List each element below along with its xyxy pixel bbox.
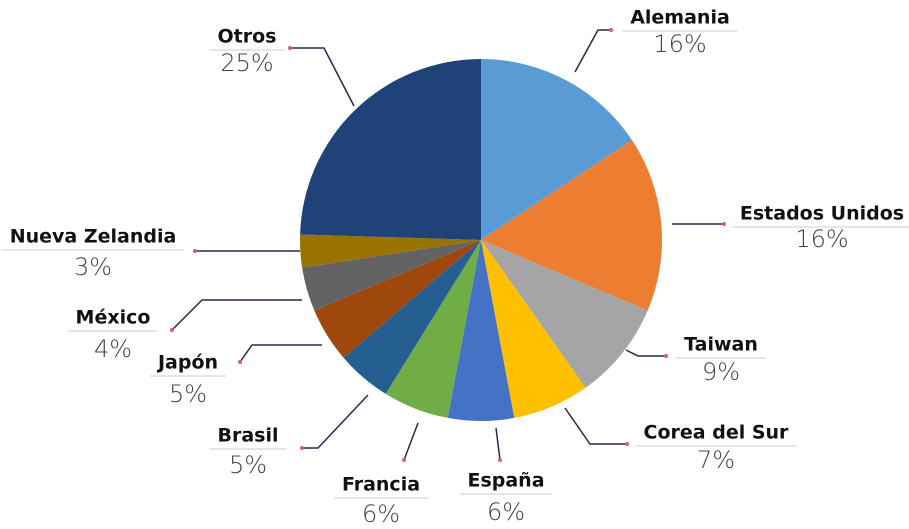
slice (481, 240, 648, 388)
value-label: 5% (229, 451, 267, 479)
slice-label: España (467, 470, 544, 492)
value-label: 16% (795, 225, 848, 253)
leader-dot (170, 328, 174, 332)
slice (385, 240, 481, 418)
slice-label: Corea del Sur (644, 422, 790, 444)
leader-dot (300, 446, 304, 450)
leader-line (403, 422, 419, 461)
value-label: 3% (74, 253, 112, 281)
slice-label: Alemania (630, 7, 730, 29)
slice (343, 240, 481, 394)
value-label: 5% (169, 380, 207, 408)
leader-dot (664, 354, 668, 358)
slice (481, 240, 586, 418)
leader-dot (288, 46, 292, 50)
slice (481, 140, 662, 311)
slice-label: Brasil (217, 425, 278, 447)
value-label: 25% (220, 49, 273, 77)
slice-label: Taiwan (684, 334, 758, 356)
leader-line (564, 407, 627, 445)
leader-line (302, 394, 369, 449)
slice (314, 240, 481, 358)
slice (302, 240, 481, 311)
leader-line (171, 299, 302, 331)
slice-label: México (76, 307, 151, 329)
leader-dot (498, 458, 502, 462)
leader-dot (722, 222, 726, 226)
leader-line (239, 344, 322, 363)
value-label: 4% (94, 335, 132, 363)
slice-label: Otros (218, 26, 277, 48)
slice-label: Estados Unidos (740, 203, 904, 225)
leader-line (495, 427, 501, 461)
value-label: 6% (362, 500, 400, 528)
leader-dot (193, 249, 197, 253)
leader-line (290, 47, 355, 107)
leader-dot (402, 458, 406, 462)
slice-label: Nueva Zelandia (10, 226, 177, 248)
slice-label: Francia (342, 474, 420, 496)
leader-line (625, 349, 666, 357)
value-label: 7% (697, 446, 735, 474)
slice (447, 240, 515, 421)
slice (481, 59, 632, 240)
value-label: 9% (702, 358, 740, 386)
leader-line (574, 29, 611, 73)
slice-label: Japón (156, 352, 218, 374)
leader-dot (238, 360, 242, 364)
leader-dot (609, 28, 613, 32)
slice (299, 234, 481, 268)
value-label: 6% (487, 498, 525, 526)
slice (300, 59, 481, 240)
leader-dot (625, 442, 629, 446)
value-label: 16% (653, 30, 706, 58)
